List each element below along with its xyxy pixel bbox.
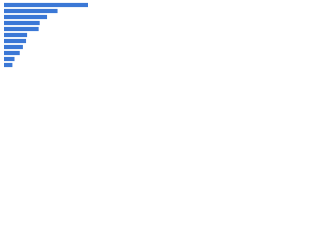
bar bbox=[4, 32, 28, 38]
bar bbox=[4, 44, 23, 50]
bar bbox=[4, 50, 20, 56]
bar bbox=[4, 38, 27, 44]
bar bbox=[4, 8, 58, 14]
bar bbox=[4, 2, 88, 8]
bar bbox=[4, 56, 15, 62]
bar bbox=[4, 26, 39, 32]
chart bbox=[4, 2, 88, 68]
bar bbox=[4, 14, 48, 20]
bar bbox=[4, 20, 40, 26]
bar bbox=[4, 62, 13, 68]
page: {"chart_data": {"type": "hbar", "categor… bbox=[0, 0, 100, 71]
